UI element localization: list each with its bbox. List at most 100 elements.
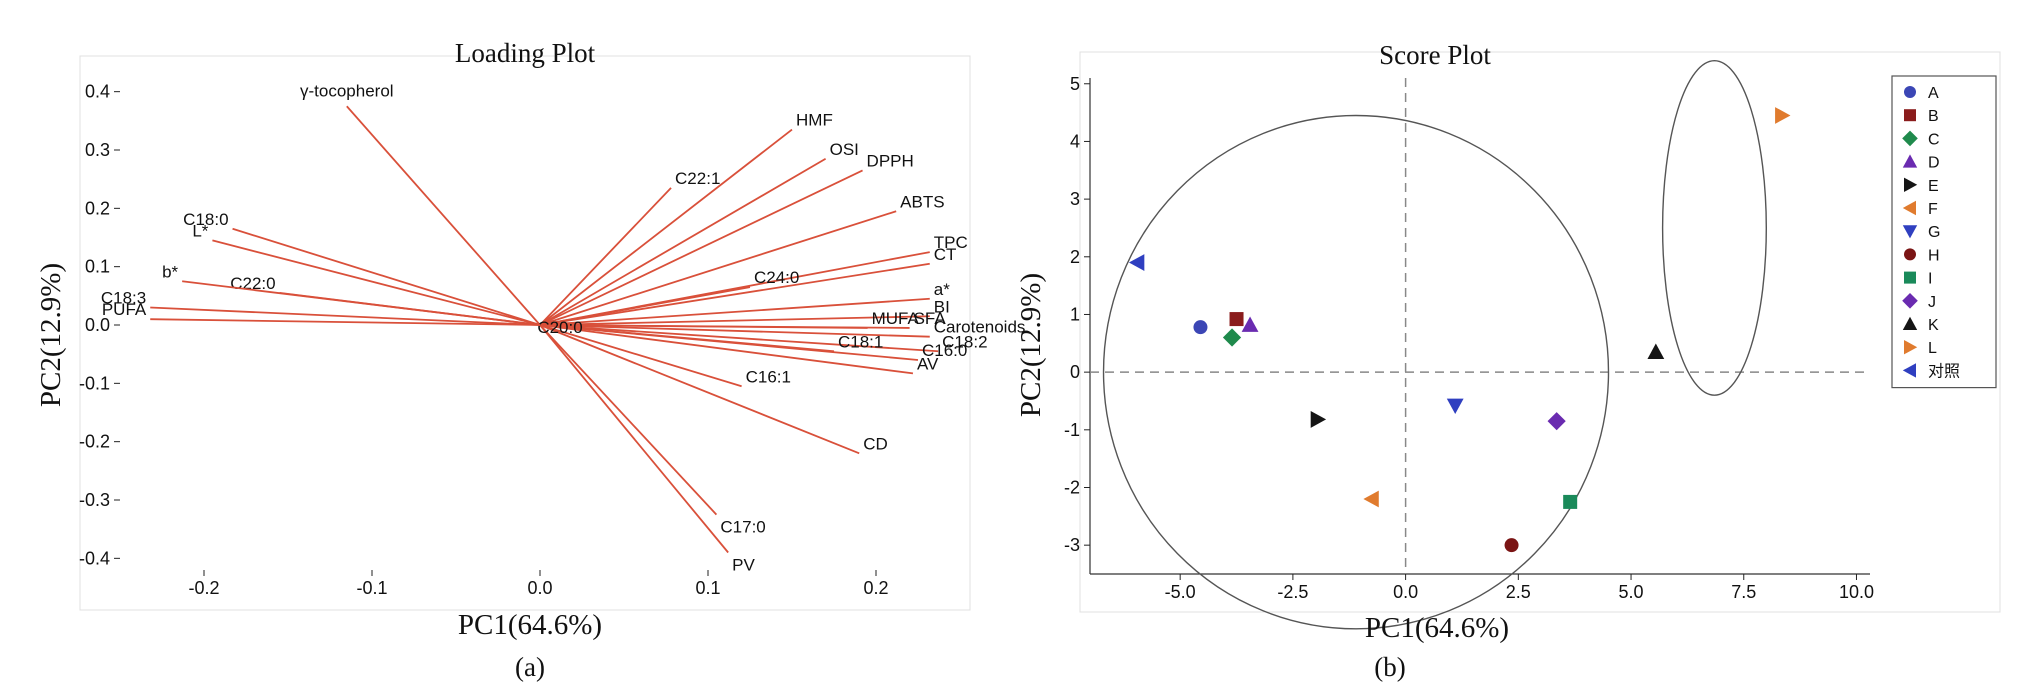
score-ytick-label: 3 [1070, 189, 1080, 209]
score-ellipses [1102, 59, 1768, 630]
legend-label: G [1928, 224, 1940, 241]
score-point [1128, 254, 1145, 271]
score-point [1446, 398, 1464, 414]
legend-marker [1902, 316, 1918, 330]
loading-vector-label: C24:0 [754, 268, 799, 287]
loading-vector-label: TPC [934, 233, 968, 252]
score-point [1310, 411, 1327, 428]
legend-label: K [1928, 317, 1939, 334]
loading-vector-label: ABTS [900, 192, 944, 211]
loading-vector-line [182, 280, 541, 326]
loading-vector-line [539, 324, 860, 455]
score-point [1241, 316, 1259, 332]
loading-vector-line [539, 169, 863, 326]
loading-vector-label: γ-tocopherol [300, 81, 394, 100]
loading-vector-label: L* [192, 221, 208, 240]
legend-label: F [1928, 201, 1938, 218]
loading-xlabel: PC1(64.6%) [458, 609, 602, 641]
legend-marker [1904, 109, 1916, 122]
loading-vector-label: MUFA [872, 309, 920, 328]
legend-label: E [1928, 178, 1939, 195]
loading-vector-line [212, 239, 541, 326]
loading-xtick-label: 0.0 [527, 578, 552, 598]
loading-vector-line [539, 315, 930, 326]
loading-ytick-label: 0.2 [85, 198, 110, 218]
score-point [1229, 312, 1244, 327]
score-ytick-label: -3 [1064, 535, 1080, 555]
loading-xtick-label: 0.1 [695, 578, 720, 598]
loading-vector-label: DPPH [867, 151, 914, 170]
loading-ytick-label: 0.0 [85, 315, 110, 335]
loading-vector-label: HMF [796, 111, 833, 130]
score-xtick-label: 10.0 [1839, 582, 1874, 602]
legend-marker [1904, 340, 1918, 355]
score-ytick-label: -1 [1064, 420, 1080, 440]
loading-vector-line [539, 297, 930, 326]
score-plot-area [1079, 51, 2001, 613]
score-point [1647, 343, 1665, 359]
legend-marker [1904, 248, 1916, 261]
loading-vector-line [539, 286, 751, 326]
score-ytick-label: -2 [1064, 477, 1080, 497]
loading-vector-line [539, 324, 718, 516]
loading-ytick-label: 0.4 [85, 82, 110, 102]
loading-vector-line [539, 128, 793, 326]
loading-vector-line [346, 105, 541, 326]
legend-label: C [1928, 131, 1940, 148]
loading-vector-label: C18:3 [101, 289, 146, 308]
loading-vector-label: BI [934, 297, 950, 316]
loading-ytick-label: 0.1 [85, 257, 110, 277]
loading-axes: -0.2 -0.1 0.0 0.1 0.2 0.4 0.3 0.2 0.1 0.0 -0.1 -0.2… [79, 82, 889, 598]
score-point [1363, 490, 1379, 508]
loading-vector-label: PUFA [102, 300, 147, 319]
score-point [1775, 107, 1791, 124]
loading-vector-label: SFA [914, 309, 947, 328]
score-plot-title: Score Plot [1379, 40, 1491, 70]
legend-label: L [1928, 340, 1937, 357]
legend-marker [1902, 293, 1918, 309]
loading-ytick-label: -0.3 [79, 490, 110, 510]
legend-label: A [1928, 85, 1939, 102]
loading-vector-line [539, 324, 930, 338]
score-point [1504, 538, 1519, 553]
legend-label: D [1928, 155, 1940, 172]
loading-vector-label: Carotenoids [934, 318, 1026, 337]
legend-marker [1902, 225, 1918, 239]
score-plot-panel: Score Plot -5.0 -2.5 0.0 2.5 5.0 7.5 10.0 5 4 3 2 1… [1015, 40, 2001, 682]
score-xlabel: PC1(64.6%) [1365, 612, 1509, 644]
legend-marker [1902, 363, 1916, 378]
loading-plot-panel: Loading Plot -0.2 -0.1 0.0 0.1 0.2 0.4 0.3 0.2 0… [35, 38, 1025, 682]
loading-ytick-label: -0.1 [79, 373, 110, 393]
loading-xtick-label: -0.2 [188, 578, 219, 598]
loading-vector-label: a* [934, 280, 950, 299]
score-ylabel: PC2(12.9%) [1015, 273, 1047, 417]
loading-vector-line [539, 187, 672, 326]
legend-marker [1902, 154, 1918, 168]
loading-vector-line [539, 210, 897, 326]
legend-label: B [1928, 108, 1939, 125]
legend-marker [1902, 200, 1916, 216]
loading-vector-label: PV [732, 556, 755, 575]
loading-vector-label: C16:1 [746, 367, 791, 386]
loading-vector-line [539, 262, 930, 326]
legend-marker [1904, 86, 1916, 98]
loading-vector-label: OSI [830, 140, 859, 159]
loading-caption: (a) [515, 652, 545, 682]
score-ytick-label: 2 [1070, 247, 1080, 267]
loading-vector-line [539, 324, 939, 353]
score-point [1193, 320, 1208, 335]
loading-vector-label: C18:2 [942, 332, 987, 351]
legend-marker [1904, 271, 1916, 284]
score-xtick-label: -5.0 [1165, 582, 1196, 602]
legend-label: 对照 [1928, 362, 1960, 380]
score-ytick-label: 4 [1070, 131, 1080, 151]
score-confidence-ellipse [1661, 59, 1768, 396]
loading-vector-line [539, 324, 910, 329]
loading-vector-line [539, 157, 827, 326]
loading-ytick-label: 0.3 [85, 140, 110, 160]
legend-label: I [1928, 271, 1932, 288]
loading-vector-label: C20:0 [537, 318, 582, 337]
score-xtick-label: 7.5 [1731, 582, 1756, 602]
loading-xtick-label: 0.2 [863, 578, 888, 598]
